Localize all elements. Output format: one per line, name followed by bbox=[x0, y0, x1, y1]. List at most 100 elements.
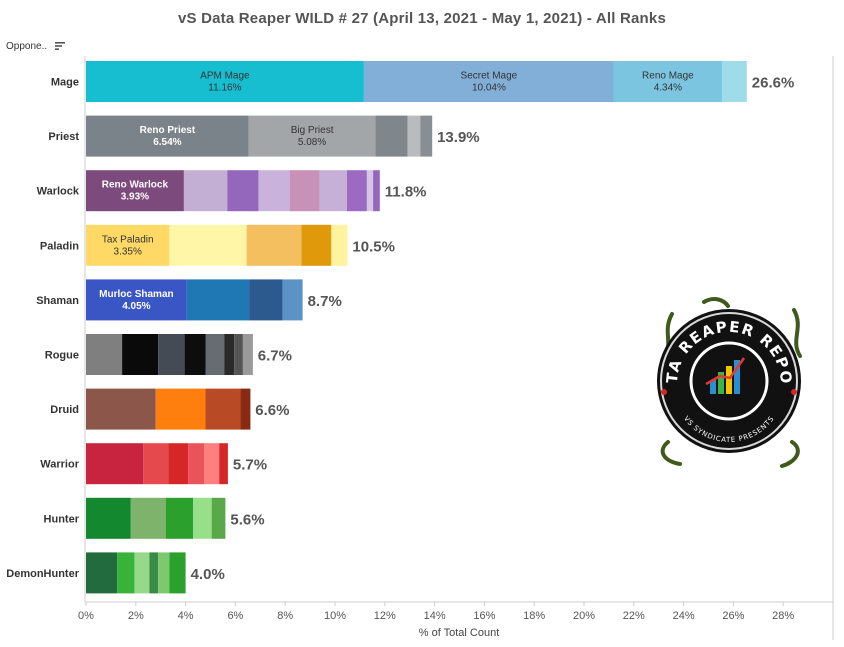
x-tick-label: 16% bbox=[473, 610, 495, 622]
category-label: Paladin bbox=[40, 240, 79, 252]
bar-segment[interactable] bbox=[86, 388, 156, 430]
bar-group-rogue: Rogue 6.7% bbox=[45, 334, 292, 375]
bar-segment[interactable] bbox=[169, 224, 247, 266]
bar-segment[interactable] bbox=[373, 170, 380, 212]
category-label: Shaman bbox=[36, 295, 79, 307]
bar-segment[interactable] bbox=[366, 170, 374, 212]
bar-segment[interactable] bbox=[289, 170, 320, 212]
bar-total-label: 4.0% bbox=[191, 566, 225, 583]
bar-segment[interactable] bbox=[227, 170, 259, 212]
bar-segment[interactable] bbox=[165, 497, 194, 539]
bar-segment[interactable] bbox=[86, 497, 131, 539]
bar-total-label: 26.6% bbox=[752, 75, 795, 92]
bar-segment[interactable] bbox=[205, 388, 241, 430]
segment-value-label: 11.16% bbox=[208, 83, 241, 94]
x-tick-label: 2% bbox=[128, 610, 144, 622]
segment-name-label: Reno Mage bbox=[642, 71, 694, 82]
category-label: Mage bbox=[51, 77, 79, 89]
bar-group-druid: Druid 6.6% bbox=[50, 388, 290, 430]
bar-total-label: 10.5% bbox=[352, 238, 395, 255]
bar-segment[interactable] bbox=[158, 552, 170, 594]
bar-segment[interactable] bbox=[168, 443, 189, 485]
segment-value-label: 4.05% bbox=[122, 301, 150, 312]
bar-segment[interactable] bbox=[246, 224, 302, 266]
x-tick-label: 24% bbox=[673, 610, 695, 622]
bar-segment[interactable] bbox=[86, 443, 144, 485]
bar-segment[interactable] bbox=[240, 388, 251, 430]
bar-segment[interactable] bbox=[242, 334, 253, 375]
bar-segment[interactable] bbox=[183, 170, 228, 212]
x-tick-label: 22% bbox=[623, 610, 645, 622]
bar-segment[interactable] bbox=[169, 552, 186, 594]
bar-segment[interactable] bbox=[205, 334, 225, 375]
bar-segment[interactable] bbox=[204, 443, 220, 485]
bar-segment[interactable] bbox=[134, 552, 150, 594]
segment-value-label: 4.34% bbox=[654, 83, 682, 94]
segment-name-label: Murloc Shaman bbox=[99, 289, 173, 300]
bar-segment[interactable] bbox=[86, 170, 184, 212]
bar-group-warrior: Warrior 5.7% bbox=[40, 443, 267, 485]
x-tick-label: 6% bbox=[227, 610, 243, 622]
sort-icon[interactable] bbox=[54, 40, 66, 52]
bar-segment[interactable] bbox=[407, 115, 421, 157]
bar-total-label: 5.7% bbox=[233, 457, 267, 474]
bar-segment[interactable] bbox=[613, 61, 722, 102]
bar-segment[interactable] bbox=[248, 115, 376, 157]
bar-segment[interactable] bbox=[375, 115, 408, 157]
category-label: Rogue bbox=[45, 350, 79, 362]
chart-title: vS Data Reaper WILD # 27 (April 13, 2021… bbox=[177, 10, 667, 27]
segment-name-label: Big Priest bbox=[291, 125, 334, 136]
x-tick-label: 8% bbox=[277, 610, 293, 622]
bar-segment[interactable] bbox=[363, 61, 614, 102]
bar-total-label: 11.8% bbox=[385, 184, 427, 201]
bar-segment[interactable] bbox=[420, 115, 433, 157]
bar-segment[interactable] bbox=[319, 170, 347, 212]
bar-segment[interactable] bbox=[86, 61, 364, 102]
x-tick-label: 18% bbox=[523, 610, 545, 622]
bar-segment[interactable] bbox=[211, 497, 226, 539]
segment-value-label: 10.04% bbox=[472, 83, 506, 94]
bar-segment[interactable] bbox=[130, 497, 166, 539]
bar-segment[interactable] bbox=[143, 443, 169, 485]
bar-segment[interactable] bbox=[149, 552, 159, 594]
bar-total-label: 5.6% bbox=[230, 511, 264, 528]
bar-segment[interactable] bbox=[158, 334, 185, 375]
x-tick-label: 0% bbox=[78, 610, 94, 622]
bar-segment[interactable] bbox=[117, 552, 135, 594]
segment-name-label: Tax Paladin bbox=[102, 234, 154, 245]
bar-segment[interactable] bbox=[86, 334, 123, 375]
x-tick-label: 20% bbox=[573, 610, 595, 622]
bar-segment[interactable] bbox=[224, 334, 235, 375]
bar-segment[interactable] bbox=[301, 224, 332, 266]
bar-segment[interactable] bbox=[258, 170, 290, 212]
bar-segment[interactable] bbox=[219, 443, 228, 485]
bar-segment[interactable] bbox=[721, 61, 747, 102]
bar-segment[interactable] bbox=[86, 115, 249, 157]
bar-segment[interactable] bbox=[193, 497, 212, 539]
bar-segment[interactable] bbox=[86, 552, 118, 594]
bar-total-label: 13.9% bbox=[437, 129, 480, 146]
bar-segment[interactable] bbox=[249, 279, 283, 321]
bar-total-label: 6.6% bbox=[255, 402, 289, 419]
x-tick-label: 28% bbox=[772, 610, 794, 622]
category-label: Hunter bbox=[44, 513, 80, 525]
bar-segment[interactable] bbox=[86, 279, 187, 321]
bar-segment[interactable] bbox=[122, 334, 159, 375]
x-tick-label: 26% bbox=[722, 610, 744, 622]
bar-segment[interactable] bbox=[188, 443, 205, 485]
bar-segment[interactable] bbox=[282, 279, 303, 321]
bar-segment[interactable] bbox=[184, 334, 206, 375]
bar-segment[interactable] bbox=[86, 224, 170, 266]
bar-segment[interactable] bbox=[347, 170, 367, 212]
opponent-class-header[interactable]: Oppone.. bbox=[6, 41, 48, 52]
category-label: Priest bbox=[48, 131, 79, 143]
bar-segment[interactable] bbox=[155, 388, 206, 430]
bar-segment[interactable] bbox=[234, 334, 243, 375]
bar-segment[interactable] bbox=[186, 279, 250, 321]
bar-segment[interactable] bbox=[331, 224, 348, 266]
